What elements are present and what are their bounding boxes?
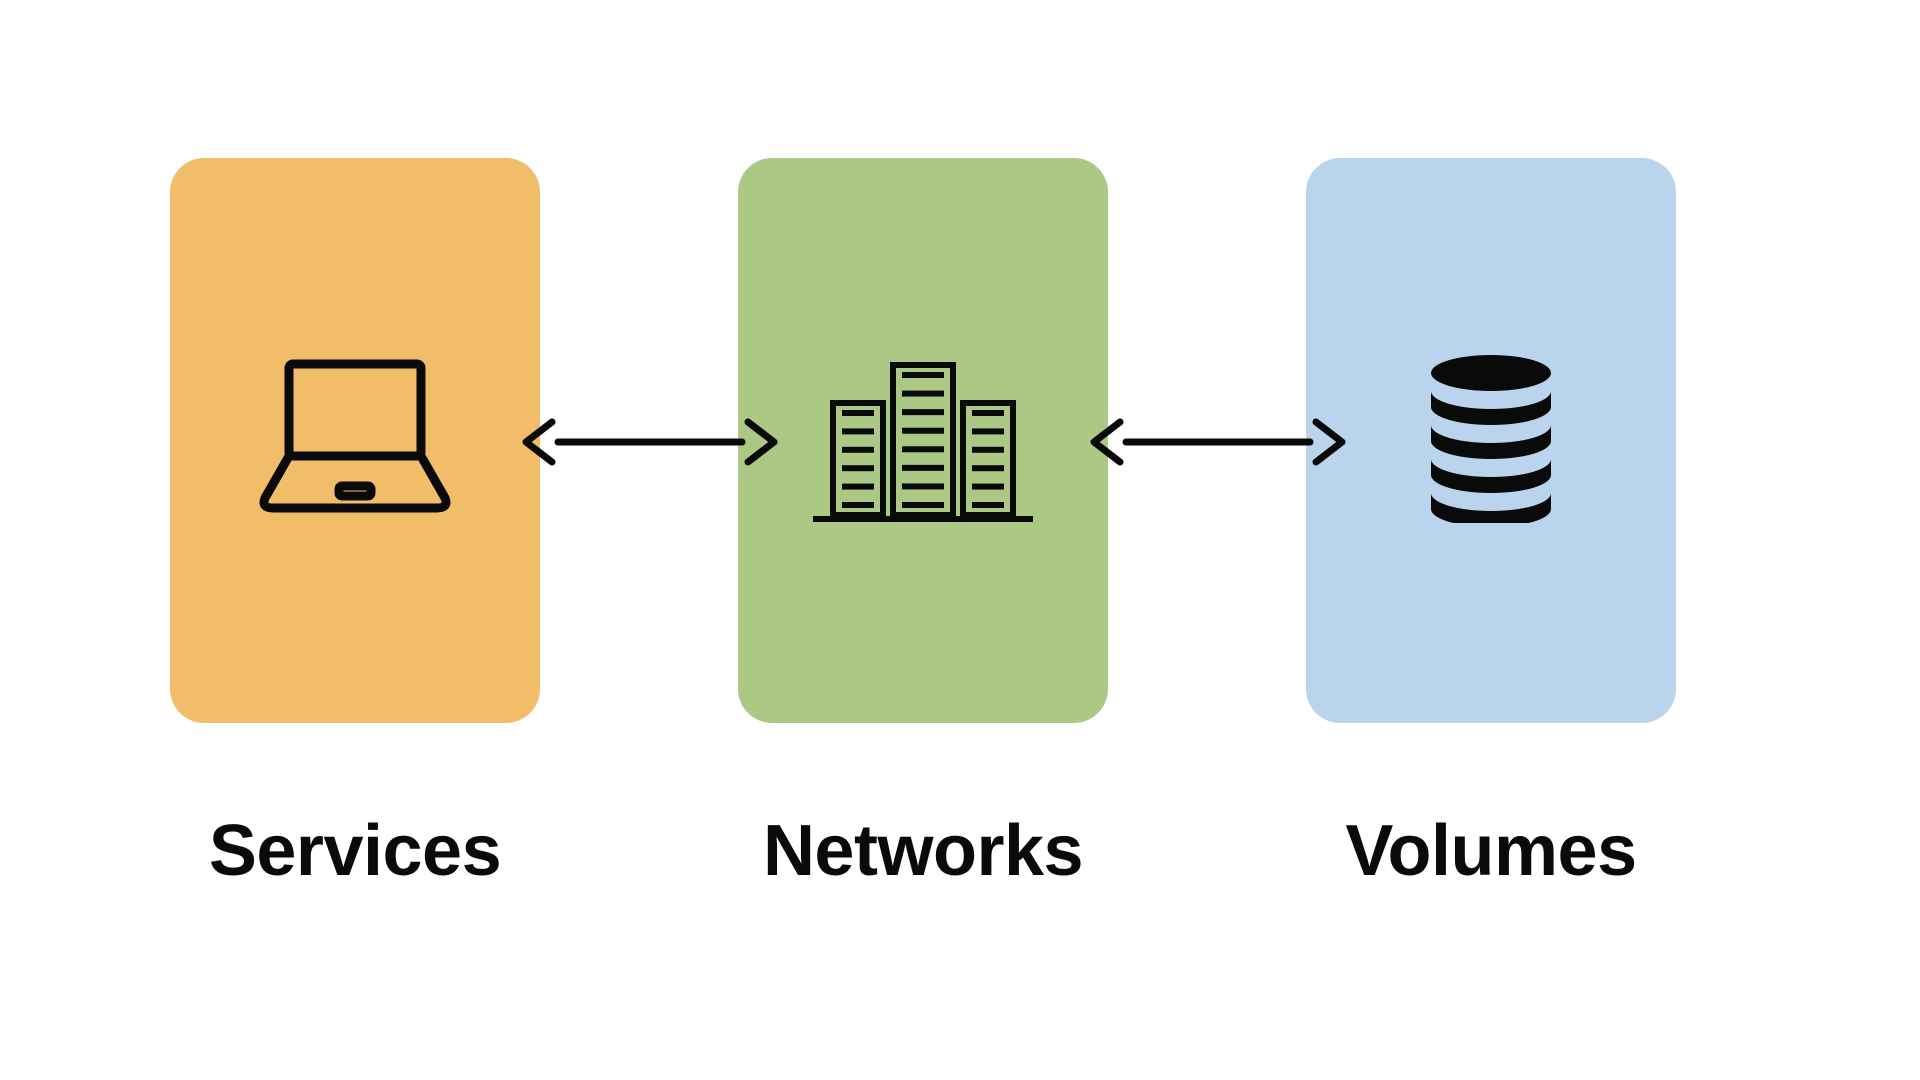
- double-arrow-2: [1064, 418, 1372, 466]
- volumes-label: Volumes: [1291, 810, 1691, 892]
- services-label: Services: [155, 810, 555, 892]
- services-card: [170, 158, 540, 723]
- database-icon: [1416, 353, 1566, 528]
- laptop-icon: [255, 358, 455, 523]
- networks-label: Networks: [723, 810, 1123, 892]
- double-arrow-1: [496, 418, 804, 466]
- diagram-stage: Services Networks Volumes: [0, 0, 1920, 1080]
- servers-icon: [813, 353, 1033, 528]
